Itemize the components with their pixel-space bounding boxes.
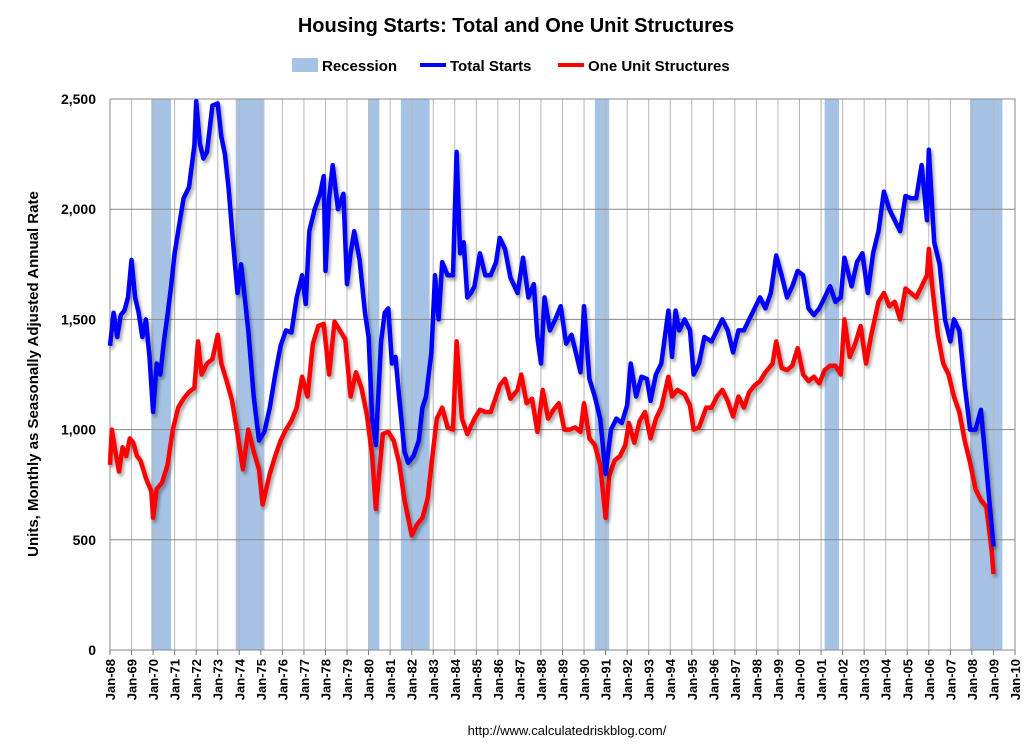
- recession-band: [594, 99, 610, 650]
- x-tick-label: Jan-04: [879, 658, 894, 700]
- x-tick-label: Jan-00: [793, 659, 808, 700]
- x-tick-label: Jan-70: [146, 659, 161, 700]
- x-tick-label: Jan-73: [211, 659, 226, 700]
- x-tick-label: Jan-06: [922, 659, 937, 700]
- y-tick-label: 2,000: [61, 201, 96, 217]
- x-tick-label: Jan-89: [556, 659, 571, 700]
- x-tick-label: Jan-99: [771, 659, 786, 700]
- legend-label-recession: Recession: [322, 58, 397, 75]
- y-tick-label: 2,500: [61, 91, 96, 107]
- recession-band: [368, 99, 380, 650]
- x-tick-label: Jan-82: [405, 659, 420, 700]
- total-starts-line: [107, 98, 996, 547]
- x-tick-label: Jan-10: [1008, 659, 1023, 700]
- x-tick-label: Jan-01: [814, 659, 829, 700]
- x-tick-label: Jan-86: [491, 659, 506, 700]
- recession-band: [970, 99, 1003, 650]
- one-unit-structures-line: [107, 246, 996, 575]
- x-tick-label: Jan-84: [448, 658, 463, 700]
- x-tick-label: Jan-09: [986, 659, 1001, 700]
- x-tick-label: Jan-87: [512, 659, 527, 700]
- y-axis-ticks: 0 500 1,000 1,500 2,000 2,500: [61, 91, 96, 658]
- legend-label-one-unit: One Unit Structures: [588, 58, 730, 75]
- y-axis-label: Units, Monthly as Seasonally Adjusted An…: [25, 191, 42, 557]
- x-axis-ticks: Jan-68 Jan-69 Jan-70 Jan-71 Jan-72 Jan-73 Jan-…: [103, 650, 1023, 700]
- x-tick-label: Jan-77: [297, 659, 312, 700]
- x-tick-label: Jan-91: [599, 659, 614, 700]
- x-tick-label: Jan-71: [168, 659, 183, 700]
- legend: Recession Total Starts One Unit Structur…: [292, 58, 730, 75]
- x-tick-label: Jan-95: [685, 659, 700, 700]
- x-tick-label: Jan-75: [254, 659, 269, 700]
- x-tick-label: Jan-76: [275, 659, 290, 700]
- x-tick-label: Jan-74: [232, 658, 247, 700]
- x-tick-label: Jan-69: [125, 659, 140, 700]
- x-tick-label: Jan-83: [426, 659, 441, 700]
- x-tick-label: Jan-78: [318, 659, 333, 700]
- x-tick-label: Jan-68: [103, 659, 118, 700]
- x-tick-label: Jan-94: [663, 658, 678, 700]
- x-tick-label: Jan-96: [706, 659, 721, 700]
- x-tick-label: Jan-02: [836, 659, 851, 700]
- x-tick-label: Jan-05: [900, 659, 915, 700]
- x-tick-label: Jan-72: [189, 659, 204, 700]
- x-tick-label: Jan-90: [577, 659, 592, 700]
- x-tick-label: Jan-85: [469, 659, 484, 700]
- x-tick-label: Jan-98: [749, 659, 764, 700]
- recession-band: [824, 99, 840, 650]
- y-tick-label: 1,000: [61, 422, 96, 438]
- x-tick-label: Jan-92: [620, 659, 635, 700]
- y-tick-label: 0: [88, 642, 96, 658]
- x-tick-label: Jan-81: [383, 659, 398, 700]
- x-tick-label: Jan-07: [943, 659, 958, 700]
- legend-label-total: Total Starts: [450, 58, 531, 75]
- x-tick-label: Jan-97: [728, 659, 743, 700]
- x-tick-label: Jan-80: [362, 659, 377, 700]
- x-tick-label: Jan-03: [857, 659, 872, 700]
- x-tick-label: Jan-08: [965, 659, 980, 700]
- legend-swatch-recession: [292, 58, 318, 72]
- x-tick-label: Jan-88: [534, 659, 549, 700]
- x-tick-label: Jan-93: [642, 659, 657, 700]
- recession-band: [400, 99, 430, 650]
- chart-title: Housing Starts: Total and One Unit Struc…: [298, 15, 734, 37]
- y-tick-label: 1,500: [61, 311, 96, 327]
- source-url[interactable]: http://www.calculatedriskblog.com/: [468, 723, 667, 738]
- recession-bands: [151, 99, 1003, 650]
- series-lines: [107, 98, 996, 575]
- y-tick-label: 500: [73, 532, 97, 548]
- x-tick-label: Jan-79: [340, 659, 355, 700]
